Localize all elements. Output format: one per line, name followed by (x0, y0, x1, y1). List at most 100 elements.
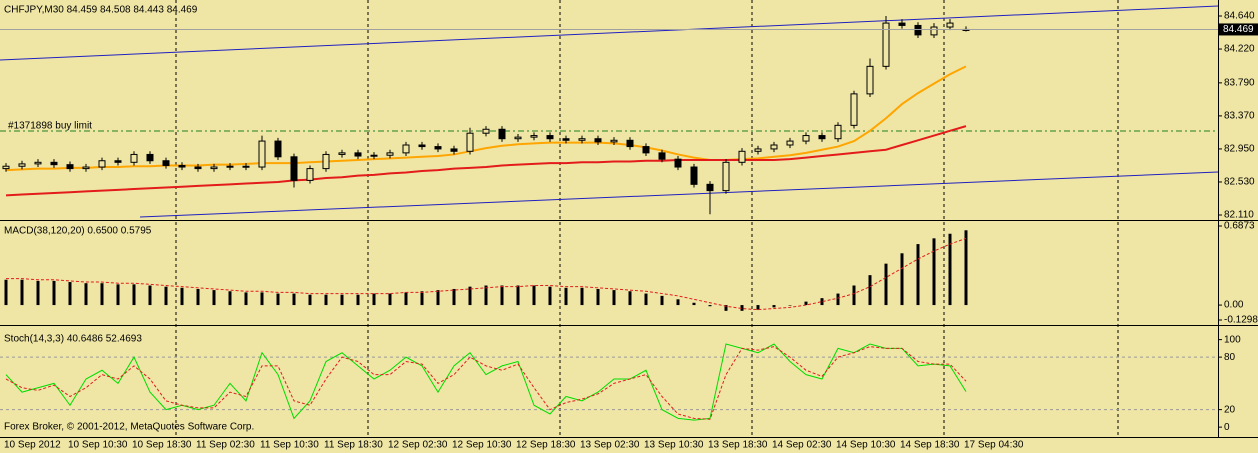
y-tick-label: 80 (1224, 352, 1236, 363)
x-tick-label: 11 Sep 02:30 (196, 440, 255, 451)
macd-bar (436, 290, 440, 306)
macd-bar (868, 275, 872, 306)
candle-body (610, 139, 618, 143)
macd-bar (308, 294, 312, 306)
macd-bar (932, 238, 936, 306)
macd-bar (372, 293, 376, 306)
macd-bar (276, 293, 280, 306)
macd-bar (628, 291, 632, 306)
candle-body (738, 150, 746, 163)
candle-body (546, 135, 554, 140)
macd-bar (292, 293, 296, 306)
candle-body (530, 135, 538, 138)
main-line (5, 343, 967, 421)
x-tick-label: 11 Sep 10:30 (260, 440, 319, 451)
candle-body (930, 26, 938, 36)
candle-body (722, 161, 730, 192)
macd-bar (52, 280, 56, 306)
macd-bar (244, 292, 248, 306)
candle-body (274, 140, 282, 158)
macd-bar (708, 305, 712, 307)
y-tick-label: 20 (1224, 404, 1236, 415)
macd-bar (836, 293, 840, 306)
macd-title: MACD(38,120,20) 0.6500 0.5795 (4, 226, 152, 237)
macd-bar (820, 298, 824, 306)
candle-body (2, 165, 10, 170)
y-tick-label: 0.00 (1224, 300, 1244, 311)
macd-bar (564, 287, 568, 306)
candle-body (658, 152, 666, 160)
current-price-box (1219, 23, 1258, 36)
x-tick-label: 13 Sep 10:30 (644, 440, 704, 451)
candle-body (866, 65, 874, 95)
candle-body (434, 146, 442, 150)
signal-line (6, 237, 967, 311)
macd-bar (900, 253, 904, 306)
macd-bar (804, 301, 808, 306)
macd-bar (116, 284, 120, 306)
macd-bar (340, 294, 344, 306)
candle-body (914, 24, 922, 36)
macd-bar (580, 287, 584, 306)
x-tick-label: 14 Sep 10:30 (836, 440, 896, 451)
candle-body (834, 124, 842, 140)
y-tick-label: 100 (1224, 334, 1241, 345)
y-tick-label: 84.640 (1224, 11, 1255, 22)
macd-bar (596, 288, 600, 306)
x-tick-label: 17 Sep 04:30 (964, 440, 1024, 451)
macd-bar (612, 290, 616, 306)
macd-bar (36, 280, 40, 306)
x-tick-label: 11 Sep 18:30 (324, 440, 383, 451)
y-tick-label: 0 (1224, 422, 1230, 433)
candle-body (178, 164, 186, 168)
macd-bar (452, 288, 456, 306)
macd-bar (484, 285, 488, 306)
macd-bar (724, 305, 728, 311)
footer: Forex Broker, © 2001-2012, MetaQuotes So… (4, 422, 254, 433)
macd-bar (20, 279, 24, 306)
macd-bar (772, 305, 776, 308)
y-tick-label: 84.220 (1224, 44, 1255, 55)
candle-body (18, 163, 26, 167)
candle-body (98, 160, 106, 168)
candle-body (146, 153, 154, 162)
buy-limit-label: #1371898 buy limit (8, 121, 92, 132)
macd-bar (644, 293, 648, 306)
macd-bar (740, 305, 744, 311)
candle-body (802, 135, 810, 142)
x-tick-label: 14 Sep 02:30 (772, 440, 832, 451)
macd-bar (132, 284, 136, 306)
x-tick-label: 10 Sep 18:30 (132, 440, 192, 451)
macd-bar (388, 293, 392, 306)
current-price-label: 84.469 (1223, 24, 1254, 35)
macd-bar (84, 283, 88, 306)
candle-body (514, 136, 522, 140)
y-tick-label: 82.110 (1224, 210, 1254, 221)
macd-bar (676, 299, 680, 306)
macd-bar (916, 244, 920, 306)
period-separators (175, 0, 1119, 438)
candle-body (82, 166, 90, 170)
y-tick-label: -0.1298 (1224, 315, 1258, 326)
candle-body (466, 132, 474, 152)
candle-body (402, 144, 410, 154)
x-tick-label: 14 Sep 18:30 (900, 440, 960, 451)
macd-bar (212, 290, 216, 306)
macd-bar (228, 291, 232, 306)
candle-body (690, 166, 698, 185)
candle-body (242, 165, 250, 168)
macd-bar (180, 287, 184, 306)
candle-body (258, 140, 266, 168)
candle-body (114, 160, 122, 163)
y-tick-label: 0.6873 (1224, 221, 1255, 232)
candle-body (498, 128, 506, 140)
chart-title: CHFJPY,M30 84.459 84.508 84.443 84.469 (4, 5, 198, 16)
candle-body (946, 22, 954, 28)
candle-body (482, 128, 490, 134)
candle-body (450, 148, 458, 152)
stoch-title: Stoch(14,3,3) 40.6486 52.4693 (4, 334, 142, 345)
y-tick-label: 83.790 (1224, 78, 1255, 89)
candle-body (578, 138, 586, 141)
candle-body (338, 152, 346, 155)
candle-body (562, 138, 570, 141)
